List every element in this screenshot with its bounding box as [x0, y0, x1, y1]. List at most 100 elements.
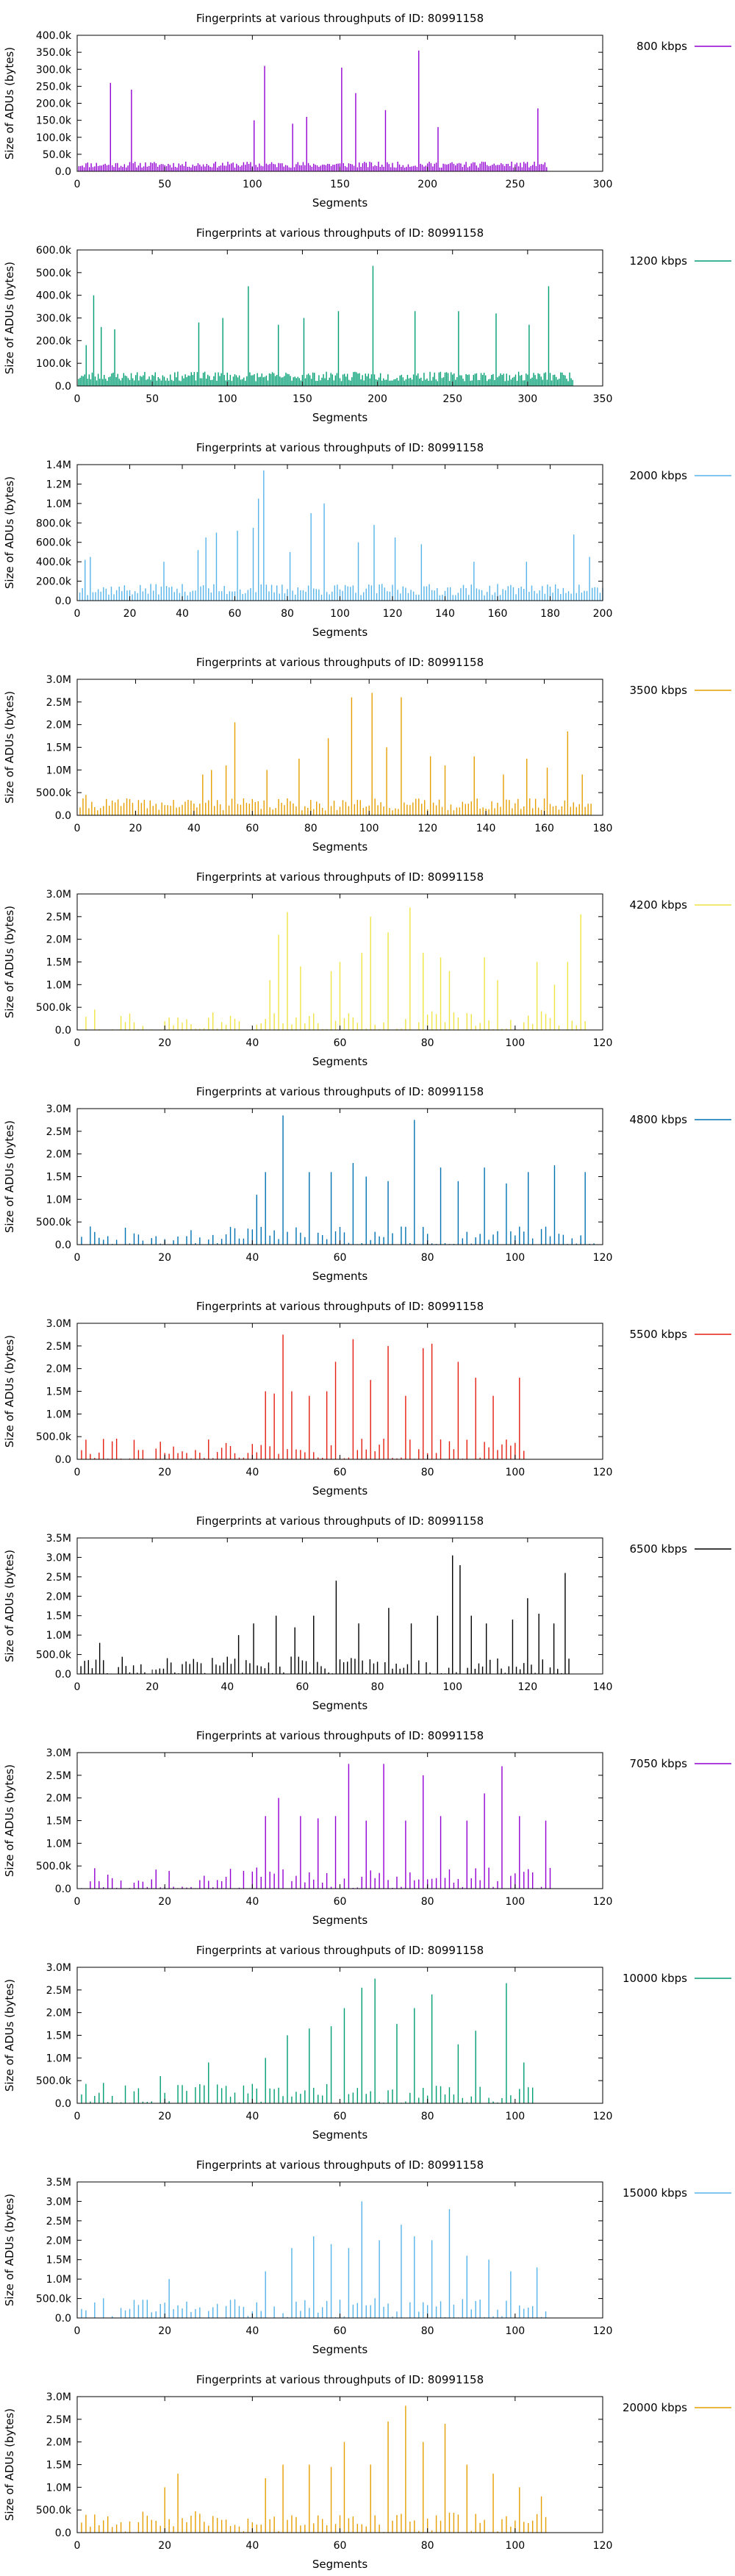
x-tick-label: 40 [176, 608, 189, 620]
y-tick-label: 0.0 [55, 1454, 71, 1466]
y-tick-label: 2.0M [46, 1149, 71, 1161]
y-tick-label: 3.0M [46, 1103, 71, 1115]
y-tick-label: 1.0M [46, 2053, 71, 2064]
y-tick-label: 400.0k [36, 557, 72, 568]
y-tick-label: 2.5M [46, 1126, 71, 1138]
y-tick-label: 0.0 [55, 595, 71, 607]
y-axis-label: Size of ADUs (bytes) [3, 1335, 16, 1448]
x-tick-label: 200 [593, 608, 613, 620]
x-tick-label: 100 [243, 179, 262, 190]
chart-svg: Fingerprints at various throughputs of I… [3, 1729, 731, 1927]
y-axis-label: Size of ADUs (bytes) [3, 1764, 16, 1877]
x-tick-label: 120 [383, 608, 403, 620]
plot-frame [76, 1323, 603, 1460]
x-tick-label: 0 [74, 179, 81, 190]
x-axis-label: Segments [312, 1270, 368, 1283]
y-tick-label: 0.0 [55, 1239, 71, 1251]
x-tick-label: 60 [334, 1467, 347, 1478]
x-tick-label: 140 [476, 823, 496, 834]
legend-label: 15000 kbps [623, 2186, 687, 2200]
chart-panel: Fingerprints at various throughputs of I… [0, 429, 735, 644]
legend-label: 800 kbps [637, 40, 687, 53]
y-tick-label: 1.0M [46, 1838, 71, 1850]
chart-panel: Fingerprints at various throughputs of I… [0, 1717, 735, 1932]
x-tick-label: 0 [74, 393, 81, 405]
legend-label: 10000 kbps [623, 1972, 687, 1985]
y-tick-label: 2.5M [46, 1985, 71, 1997]
x-tick-label: 60 [334, 1037, 347, 1049]
x-tick-label: 40 [245, 1037, 259, 1049]
x-tick-label: 120 [593, 2325, 613, 2337]
x-tick-label: 0 [74, 2111, 81, 2122]
x-tick-label: 50 [146, 393, 159, 405]
y-axis-label: Size of ADUs (bytes) [3, 1550, 16, 1662]
y-tick-label: 1.0M [46, 1409, 71, 1420]
y-tick-label: 2.0M [46, 2437, 71, 2449]
y-tick-label: 3.5M [46, 2177, 71, 2189]
y-tick-label: 0.0 [55, 166, 71, 178]
y-axis-label: Size of ADUs (bytes) [3, 476, 16, 589]
y-tick-label: 1.0M [46, 498, 71, 510]
chart-panel: Fingerprints at various throughputs of I… [0, 1073, 735, 1288]
x-tick-label: 300 [517, 393, 537, 405]
bar-series [78, 50, 548, 171]
y-tick-label: 0.0 [55, 381, 71, 393]
x-tick-label: 100 [505, 2540, 525, 2552]
y-tick-label: 3.0M [46, 2391, 71, 2403]
y-tick-label: 2.5M [46, 2216, 71, 2228]
plot-frame [76, 1537, 603, 1675]
x-tick-label: 80 [281, 608, 294, 620]
y-axis-label: Size of ADUs (bytes) [3, 906, 16, 1018]
x-tick-label: 0 [74, 823, 81, 834]
x-tick-label: 20 [123, 608, 137, 620]
y-tick-label: 1.5M [46, 1387, 71, 1398]
x-tick-label: 60 [334, 1896, 347, 1908]
x-tick-label: 60 [334, 2325, 347, 2337]
chart-panel: Fingerprints at various throughputs of I… [0, 1932, 735, 2147]
chart-title: Fingerprints at various throughputs of I… [196, 1514, 484, 1528]
y-tick-label: 2.5M [46, 1341, 71, 1353]
y-tick-label: 3.0M [46, 1552, 71, 1564]
y-tick-label: 3.0M [46, 889, 71, 901]
y-axis-label: Size of ADUs (bytes) [3, 2194, 16, 2306]
y-tick-label: 100.0k [36, 358, 72, 370]
x-tick-label: 250 [505, 179, 525, 190]
x-tick-label: 20 [158, 1252, 171, 1264]
x-tick-label: 120 [593, 1467, 613, 1478]
y-tick-label: 300.0k [36, 313, 72, 325]
x-tick-label: 80 [421, 1896, 434, 1908]
x-axis-label: Segments [312, 2343, 368, 2356]
bar-series [79, 693, 592, 815]
y-tick-label: 2.0M [46, 934, 71, 946]
y-tick-label: 300.0k [36, 64, 72, 76]
y-tick-label: 500.0k [36, 1861, 72, 1872]
y-tick-label: 1.0M [46, 979, 71, 991]
y-tick-label: 1.5M [46, 1611, 71, 1622]
legend-label: 4800 kbps [630, 1113, 688, 1126]
x-tick-label: 140 [435, 608, 455, 620]
x-tick-label: 0 [74, 1252, 81, 1264]
chart-panel: Fingerprints at various throughputs of I… [0, 2147, 735, 2361]
chart-title: Fingerprints at various throughputs of I… [196, 1729, 484, 1742]
chart-title: Fingerprints at various throughputs of I… [196, 226, 484, 240]
chart-svg: Fingerprints at various throughputs of I… [3, 656, 731, 854]
x-tick-label: 100 [505, 1037, 525, 1049]
y-tick-label: 0.0 [55, 2313, 71, 2325]
y-tick-label: 2.0M [46, 1793, 71, 1805]
x-tick-label: 0 [74, 1037, 81, 1049]
x-tick-label: 100 [330, 608, 350, 620]
x-tick-label: 0 [74, 608, 81, 620]
chart-title: Fingerprints at various throughputs of I… [196, 12, 484, 25]
legend-label: 2000 kbps [630, 469, 688, 482]
x-tick-label: 60 [229, 608, 242, 620]
x-tick-label: 20 [146, 1681, 159, 1693]
x-axis-label: Segments [312, 2558, 368, 2571]
x-tick-label: 40 [245, 2111, 259, 2122]
x-tick-label: 60 [334, 2540, 347, 2552]
chart-title: Fingerprints at various throughputs of I… [196, 441, 484, 454]
x-tick-label: 20 [158, 2111, 171, 2122]
x-tick-label: 40 [187, 823, 201, 834]
x-tick-label: 50 [158, 179, 171, 190]
x-tick-label: 100 [505, 1252, 525, 1264]
y-axis-label: Size of ADUs (bytes) [3, 1120, 16, 1233]
